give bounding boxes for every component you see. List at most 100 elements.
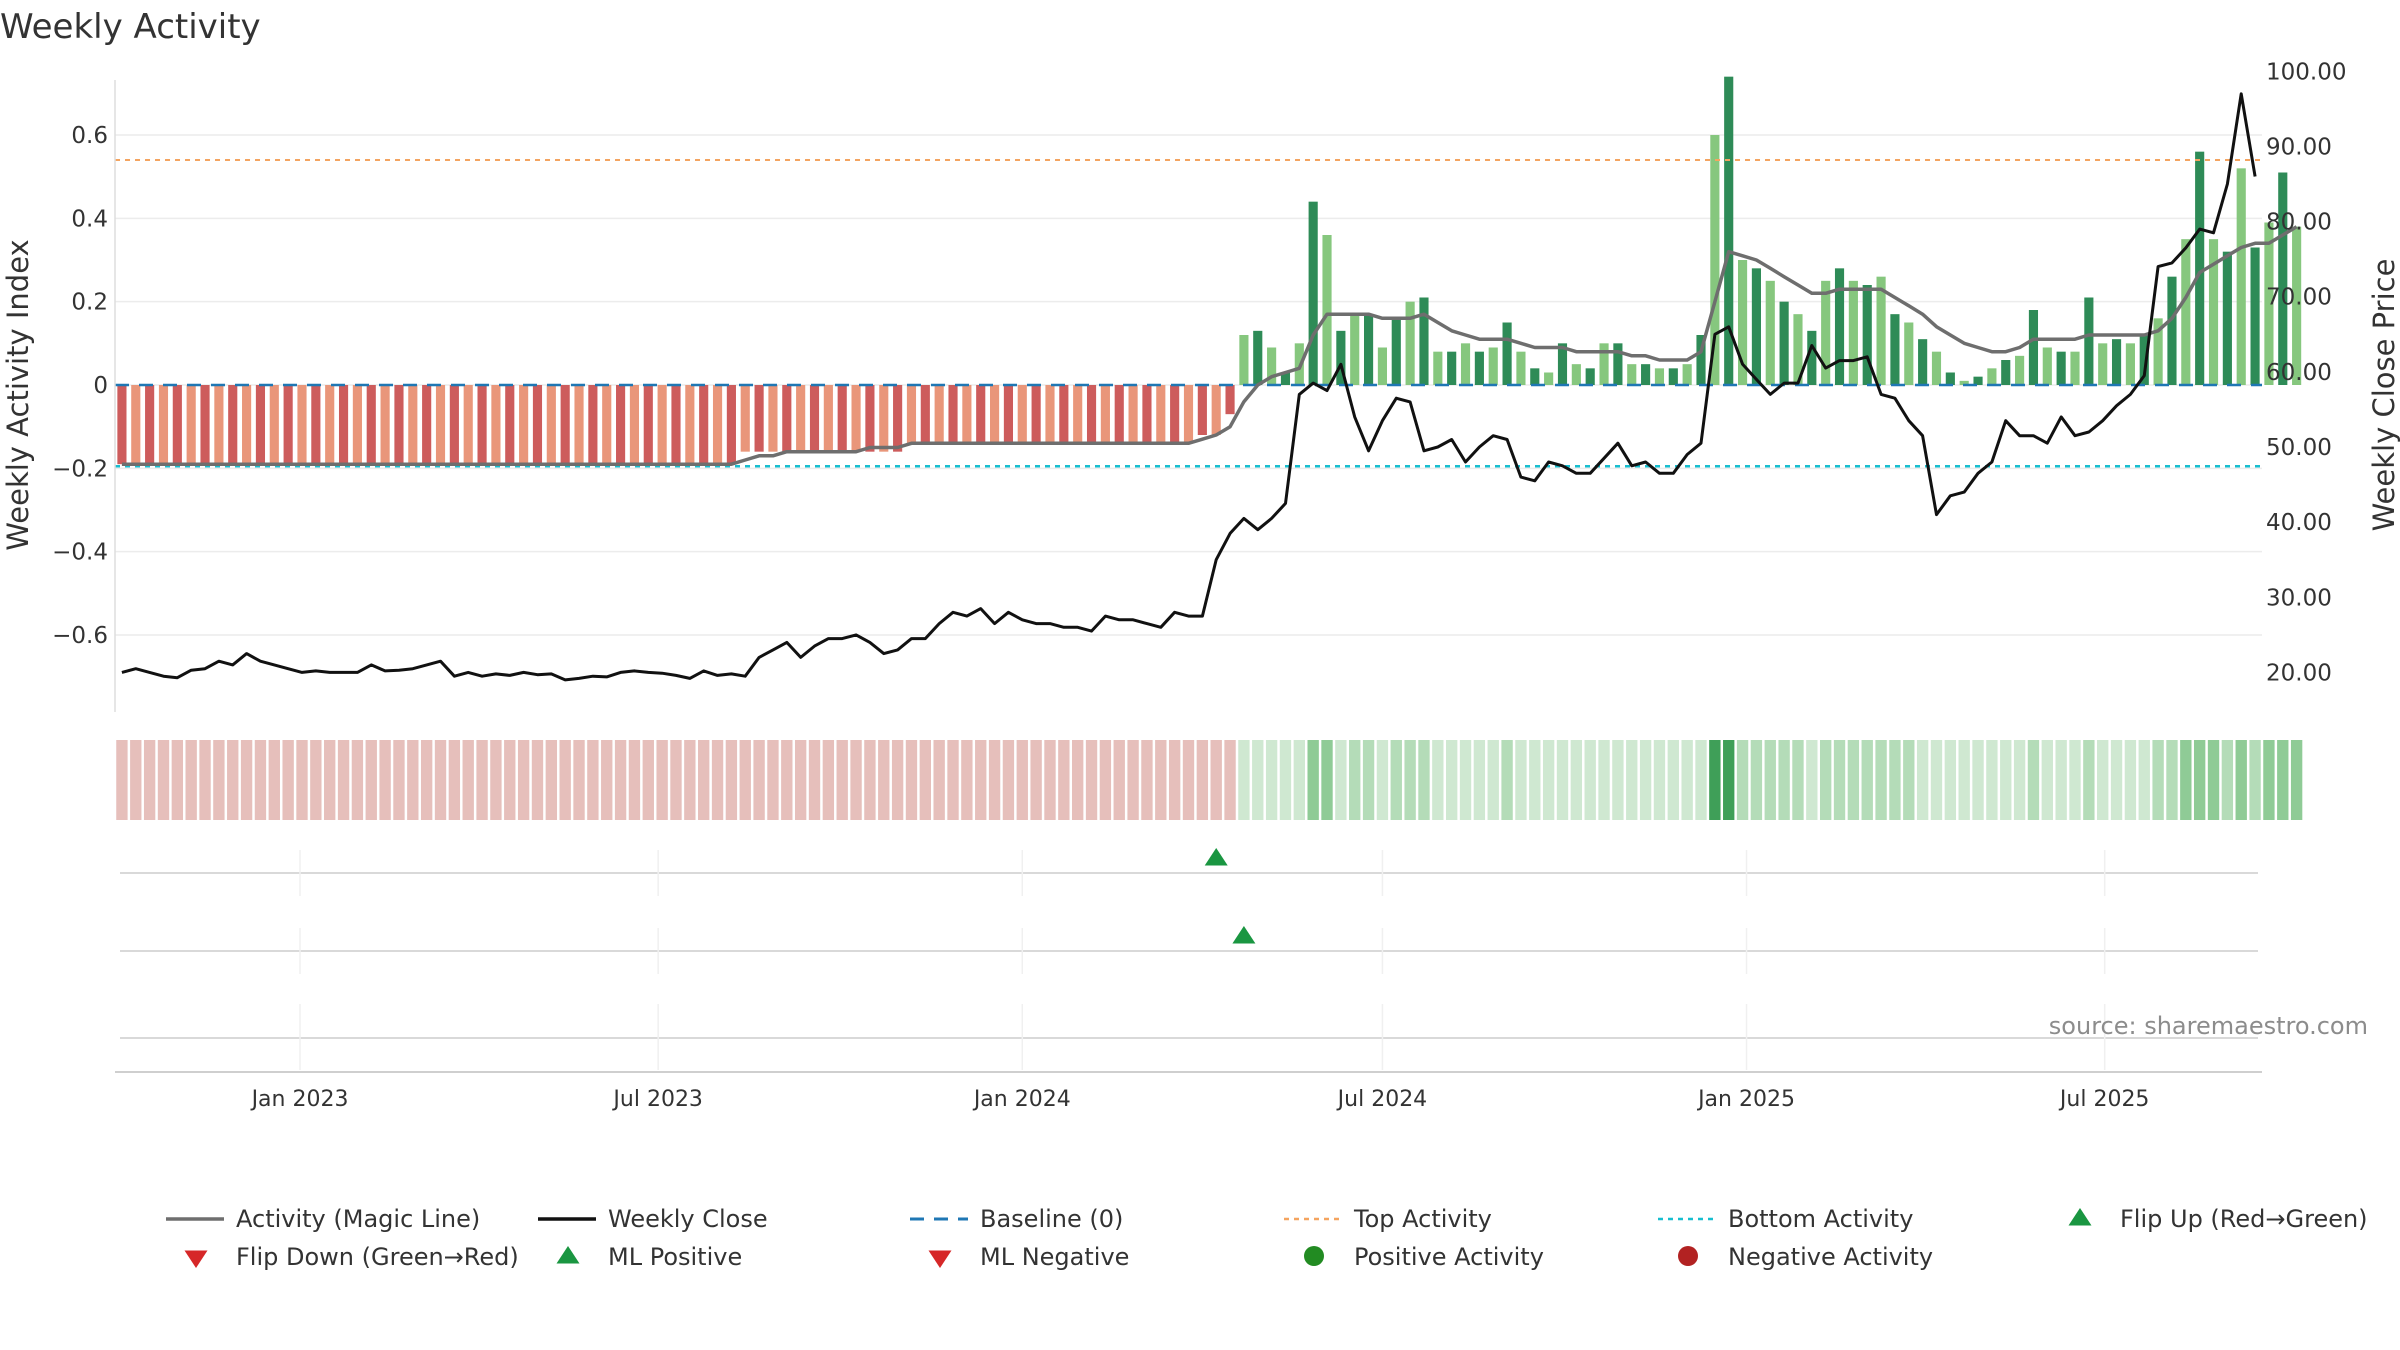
strip-cell	[1972, 740, 1984, 820]
activity-bar	[131, 385, 141, 465]
strip-cell	[185, 740, 197, 820]
strip-cell	[836, 740, 848, 820]
activity-bar	[602, 385, 612, 465]
activity-bar	[948, 385, 958, 444]
strip-cell	[2207, 740, 2220, 820]
weekly-close-line	[121, 92, 2257, 682]
strip-cell	[684, 740, 696, 820]
strip-cell	[2193, 740, 2206, 820]
activity-bar	[352, 385, 362, 465]
activity-bar	[1516, 351, 1526, 385]
activity-bar	[1613, 343, 1623, 385]
strip-cell	[642, 740, 654, 820]
activity-bar	[1336, 330, 1346, 385]
strip-cell	[1626, 740, 1638, 820]
activity-bar	[1668, 368, 1678, 385]
activity-bar	[643, 385, 653, 465]
strip-cell	[531, 740, 544, 820]
activity-bar	[865, 385, 875, 452]
strip-cell	[2138, 740, 2150, 820]
strip-cell	[2000, 740, 2012, 820]
activity-bar	[2015, 355, 2025, 385]
strip-cell	[1113, 740, 1125, 820]
activity-bar	[325, 385, 335, 465]
activity-bar	[1931, 351, 1942, 385]
activity-bar	[1654, 368, 1665, 385]
strip-cell	[1542, 740, 1555, 820]
strip-cell	[2235, 740, 2247, 820]
activity-bar	[117, 385, 127, 465]
strip-cell	[351, 740, 364, 820]
legend-item: ML Negative	[928, 1243, 1129, 1271]
strip-cell	[157, 740, 170, 820]
activity-bar	[2001, 360, 2011, 385]
activity-heat-strip	[116, 740, 2303, 820]
strip-cell	[1723, 740, 1735, 820]
activity-bar	[1391, 318, 1401, 385]
strip-cell	[1279, 740, 1292, 820]
activity-bar	[1571, 364, 1581, 385]
activity-bar	[1322, 235, 1332, 385]
activity-bar	[1114, 385, 1124, 444]
strip-cell	[573, 740, 585, 820]
strip-cell	[1072, 740, 1084, 820]
strip-cell	[1653, 740, 1666, 820]
strip-cell	[240, 740, 253, 820]
strip-cell	[628, 740, 641, 820]
strip-cell	[199, 740, 211, 820]
strip-cell	[2263, 740, 2275, 820]
activity-bar	[1253, 330, 1263, 385]
strip-cell	[1473, 740, 1486, 820]
strip-cell	[1252, 740, 1264, 820]
activity-bar	[1183, 385, 1194, 444]
strip-cell	[1335, 740, 1347, 820]
strip-cell	[1155, 740, 1167, 820]
activity-bars	[117, 76, 2302, 465]
activity-bar	[1031, 385, 1041, 444]
left-y-tick-label: 0.6	[71, 123, 108, 149]
right-y-tick-label: 90.00	[2266, 134, 2332, 160]
strip-cell	[739, 740, 751, 820]
legend: Activity (Magic Line) Weekly Close Baselin…	[166, 1205, 2368, 1271]
strip-cell	[1916, 740, 1929, 820]
activity-bar	[1045, 385, 1055, 444]
strip-cell	[1321, 740, 1333, 820]
strip-cell	[337, 740, 350, 820]
activity-bar	[2236, 168, 2246, 385]
activity-bar	[1100, 385, 1110, 444]
strip-cell	[227, 740, 239, 820]
strip-cell	[1210, 740, 1222, 820]
legend-label: Flip Up (Red→Green)	[2120, 1205, 2368, 1233]
strip-cell	[1058, 740, 1070, 820]
activity-bar	[782, 385, 792, 452]
strip-cell	[698, 740, 710, 820]
strip-cell	[1681, 740, 1693, 820]
activity-bar	[1433, 351, 1443, 385]
activity-bar	[879, 385, 889, 452]
activity-bar	[740, 385, 750, 452]
activity-bar	[893, 385, 903, 452]
activity-bar	[1987, 368, 1997, 385]
strip-cell	[1889, 740, 1901, 820]
activity-bar	[532, 385, 543, 465]
strip-cell	[476, 740, 488, 820]
activity-bar	[1557, 343, 1568, 385]
strip-cell	[1709, 740, 1721, 820]
right-y-tick-label: 50.00	[2266, 435, 2332, 461]
strip-cell	[282, 740, 294, 820]
strip-cell	[711, 740, 724, 820]
strip-cell	[1847, 740, 1860, 820]
activity-bar	[837, 385, 847, 452]
strip-cell	[1446, 740, 1458, 820]
legend-label: Flip Down (Green→Red)	[236, 1243, 519, 1271]
activity-bar	[1751, 268, 1761, 385]
activity-bar	[269, 385, 279, 465]
strip-cell	[753, 740, 765, 820]
activity-bar	[2278, 172, 2288, 385]
activity-bar	[145, 385, 155, 465]
strip-cell	[670, 740, 682, 820]
legend-item: Negative Activity	[1678, 1243, 1933, 1271]
legend-label: Top Activity	[1353, 1205, 1492, 1233]
legend-item: Positive Activity	[1304, 1243, 1544, 1271]
activity-bar	[2208, 239, 2219, 385]
